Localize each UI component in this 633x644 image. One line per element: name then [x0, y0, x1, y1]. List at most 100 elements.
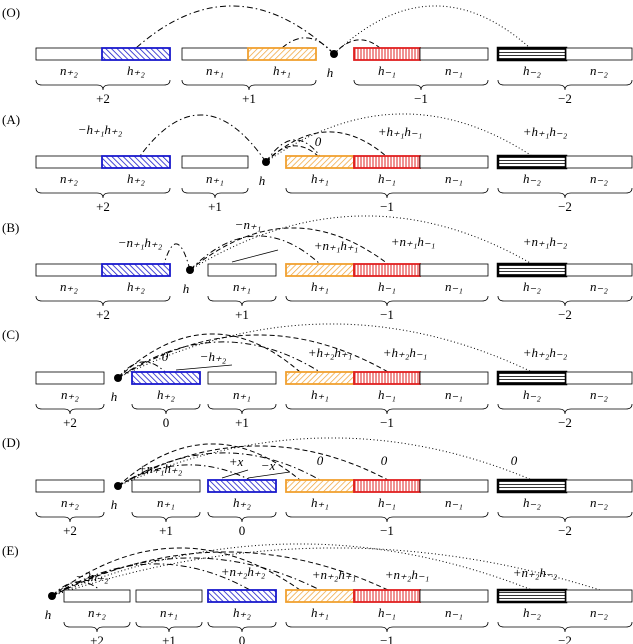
arc	[117, 437, 533, 487]
arc	[117, 361, 166, 379]
cell	[565, 589, 633, 603]
cell-label: h₋₁	[378, 171, 396, 186]
arc	[163, 243, 191, 271]
cell-label: h₋₁	[378, 63, 396, 78]
arc	[51, 543, 533, 597]
arc-label: 0	[317, 453, 324, 468]
cell-label: h₊₂	[127, 171, 145, 186]
cell	[419, 47, 489, 61]
group-label: −2	[558, 199, 572, 214]
cell-label: n₋₂	[590, 63, 608, 78]
group-label: +2	[90, 633, 104, 644]
arc-label: +n₊₁h₊₁	[314, 238, 359, 253]
arc	[189, 227, 389, 271]
brace	[207, 403, 277, 415]
group-label: 0	[239, 633, 246, 644]
cell	[101, 47, 171, 61]
cell-label: n₊₂	[60, 279, 78, 294]
cell-label: h₋₁	[378, 495, 396, 510]
cell-label: h₊₁	[311, 171, 329, 186]
cell-label: h₊₂	[233, 495, 251, 510]
arc-label: +n₊₂h₊₂	[221, 564, 266, 579]
cell	[63, 589, 131, 603]
arc-label: +n₊₂h₋₁	[385, 567, 430, 582]
cell-label: n₋₁	[445, 171, 463, 186]
group-label: +1	[242, 91, 256, 106]
arc-label: +n₊₁h₋₁	[391, 234, 436, 249]
group-label: +2	[96, 307, 110, 322]
group-label: −1	[380, 523, 394, 538]
cell	[496, 588, 568, 604]
arc	[333, 5, 531, 55]
cell	[285, 263, 355, 277]
dot-label: h	[327, 65, 334, 80]
group-label: +1	[235, 415, 249, 430]
arc	[265, 113, 533, 163]
cell-label: h₋₂	[523, 387, 541, 402]
group-label: 0	[163, 415, 170, 430]
leader-line	[175, 364, 233, 371]
brace	[207, 295, 277, 307]
cell	[181, 47, 249, 61]
cell	[565, 47, 633, 61]
cell-label: n₊₂	[60, 171, 78, 186]
cell-label: n₋₂	[590, 605, 608, 620]
cell	[35, 371, 105, 385]
cell-label: n₊₁	[233, 387, 251, 402]
group-label: +1	[235, 307, 249, 322]
cell-label: n₊₁	[160, 605, 178, 620]
brace	[285, 621, 489, 633]
brace	[35, 511, 105, 523]
arc-label: −h₊₁h₊₂	[78, 122, 123, 137]
arc	[51, 563, 251, 597]
cell-label: h₊₁	[311, 279, 329, 294]
arc	[51, 551, 389, 597]
group-label: −1	[380, 307, 394, 322]
brace	[35, 403, 105, 415]
cell	[496, 46, 568, 62]
cell	[496, 154, 568, 170]
arc-label: 0	[511, 453, 518, 468]
brace	[497, 187, 633, 199]
group-label: −1	[380, 415, 394, 430]
arc-label: +h₊₂h₋₁	[383, 345, 428, 360]
group-label: +2	[63, 415, 77, 430]
cell	[285, 589, 355, 603]
brace	[135, 621, 203, 633]
cell	[419, 155, 489, 169]
brace	[35, 187, 171, 199]
brace	[35, 79, 171, 91]
cell	[419, 371, 489, 385]
brace	[285, 187, 489, 199]
cell	[353, 589, 421, 603]
cell-label: h₊₂	[233, 605, 251, 620]
arc-label: +n₊₂h₋₂	[513, 565, 558, 580]
cell	[285, 155, 355, 169]
brace	[285, 295, 489, 307]
brace	[207, 511, 277, 523]
panel-label: (D)	[2, 435, 20, 450]
cell-label: n₋₂	[590, 279, 608, 294]
arc	[117, 445, 389, 487]
group-label: +2	[96, 91, 110, 106]
group-label: −1	[414, 91, 428, 106]
cell-label: h₊₁	[311, 495, 329, 510]
dot	[186, 266, 194, 274]
cell	[35, 263, 103, 277]
group-label: −1	[380, 199, 394, 214]
cell	[131, 479, 201, 493]
brace	[181, 187, 249, 199]
cell	[207, 263, 277, 277]
cell	[35, 155, 103, 169]
panel-label: (C)	[2, 327, 19, 342]
cell	[419, 263, 489, 277]
arc	[117, 443, 301, 487]
cell-label: n₋₂	[590, 171, 608, 186]
cell	[135, 589, 203, 603]
cell	[207, 479, 277, 493]
cell-label: h₋₁	[378, 605, 396, 620]
arc	[51, 557, 321, 597]
arc-label: 0	[315, 134, 322, 149]
cell-label: h₊₂	[157, 387, 175, 402]
cell	[565, 371, 633, 385]
